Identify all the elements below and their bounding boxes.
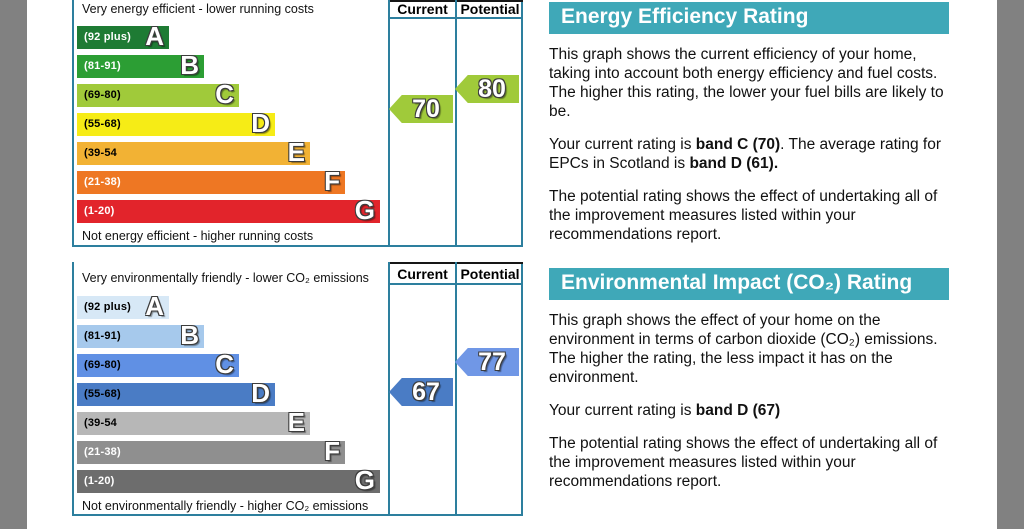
band-range-label: (81-91): [84, 330, 121, 342]
band-range-label: (1-20): [84, 205, 115, 217]
header-underline: [388, 283, 523, 285]
body-paragraph: This graph shows the effect of your home…: [549, 312, 938, 386]
band-range-label: (69-80): [84, 359, 121, 371]
chart-divider: [455, 262, 457, 514]
band-letter: G: [354, 195, 375, 225]
band-letter: A: [145, 291, 164, 321]
band-range-label: (1-20): [84, 475, 115, 487]
band-letter: D: [251, 378, 270, 408]
rating-band-c: (69-80) C: [77, 349, 239, 379]
band-letter: G: [354, 465, 375, 495]
band-letter: F: [324, 166, 340, 196]
rating-band-a: (92 plus) A: [77, 21, 169, 51]
potential-rating-arrow: 77: [455, 348, 519, 376]
rating-band-d: (55-68) D: [77, 108, 275, 138]
scale-bottom-label: Not energy efficient - higher running co…: [82, 229, 314, 243]
band-letter: D: [251, 108, 270, 138]
energy-efficiency-panel: Energy Efficiency Rating This graph show…: [549, 0, 949, 258]
header-underline: [388, 17, 523, 19]
rating-band-g: (1-20) G: [77, 465, 380, 495]
band-letter: A: [145, 21, 164, 51]
rating-band-b: (81-91) B: [77, 320, 204, 350]
left-gray-margin: [0, 0, 27, 529]
current-column-header: Current: [397, 1, 448, 17]
rating-band-b: (81-91) B: [77, 50, 204, 80]
band-range-label: (81-91): [84, 60, 121, 72]
potential-column-header: Potential: [460, 1, 520, 17]
scale-bottom-label: Not environmentally friendly - higher CO…: [82, 499, 369, 513]
rating-band-a: (92 plus) A: [77, 291, 169, 321]
rating-band-g: (1-20) G: [77, 195, 380, 225]
current-column-header: Current: [397, 266, 448, 282]
current-rating-arrow: 67: [389, 378, 453, 406]
band-range-label: (39-54: [84, 147, 117, 159]
section-title: Energy Efficiency Rating: [549, 2, 949, 34]
panel-body: This graph shows the effect of your home…: [549, 311, 949, 491]
chart-divider: [388, 262, 390, 514]
band-range-label: (92 plus): [84, 301, 132, 313]
band-letter: B: [180, 320, 199, 350]
band-range-label: (69-80): [84, 89, 121, 101]
body-paragraph: Your current rating is band C (70). The …: [549, 136, 942, 172]
band-range-label: (39-54: [84, 417, 117, 429]
rating-band-d: (55-68) D: [77, 378, 275, 408]
band-letter: C: [215, 349, 234, 379]
scale-top-label: Very energy efficient - lower running co…: [82, 2, 314, 16]
potential-rating-arrow: 80: [455, 75, 519, 103]
band-range-label: (21-38): [84, 176, 121, 188]
band-range-label: (92 plus): [84, 31, 132, 43]
environmental-impact-panel: Environmental Impact (CO₂) Rating This g…: [549, 262, 949, 505]
right-gray-margin: [997, 0, 1024, 529]
section-title: Environmental Impact (CO₂) Rating: [549, 268, 949, 300]
scale-top-label: Very environmentally friendly - lower CO…: [82, 271, 369, 285]
body-paragraph: Your current rating is band D (67): [549, 402, 781, 419]
body-paragraph: The potential rating shows the effect of…: [549, 188, 938, 243]
potential-column-header: Potential: [460, 266, 520, 282]
band-letter: E: [287, 407, 305, 437]
body-paragraph: The potential rating shows the effect of…: [549, 435, 938, 490]
band-letter: C: [215, 79, 234, 109]
rating-band-f: (21-38) F: [77, 166, 345, 196]
band-range-label: (55-68): [84, 118, 121, 130]
panel-body: This graph shows the current efficiency …: [549, 45, 949, 244]
rating-band-e: (39-54 E: [77, 407, 310, 437]
chart-divider: [455, 0, 457, 245]
body-paragraph: This graph shows the current efficiency …: [549, 46, 944, 120]
current-rating-arrow: 70: [389, 95, 453, 123]
energy-efficiency-chart: Current Potential Very energy efficient …: [72, 0, 523, 247]
chart-divider: [388, 0, 390, 245]
band-range-label: (21-38): [84, 446, 121, 458]
band-letter: F: [324, 436, 340, 466]
environmental-impact-chart: Current Potential Very environmentally f…: [72, 262, 523, 516]
rating-band-f: (21-38) F: [77, 436, 345, 466]
band-letter: E: [287, 137, 305, 167]
rating-band-c: (69-80) C: [77, 79, 239, 109]
band-range-label: (55-68): [84, 388, 121, 400]
band-letter: B: [180, 50, 199, 80]
rating-band-e: (39-54 E: [77, 137, 310, 167]
